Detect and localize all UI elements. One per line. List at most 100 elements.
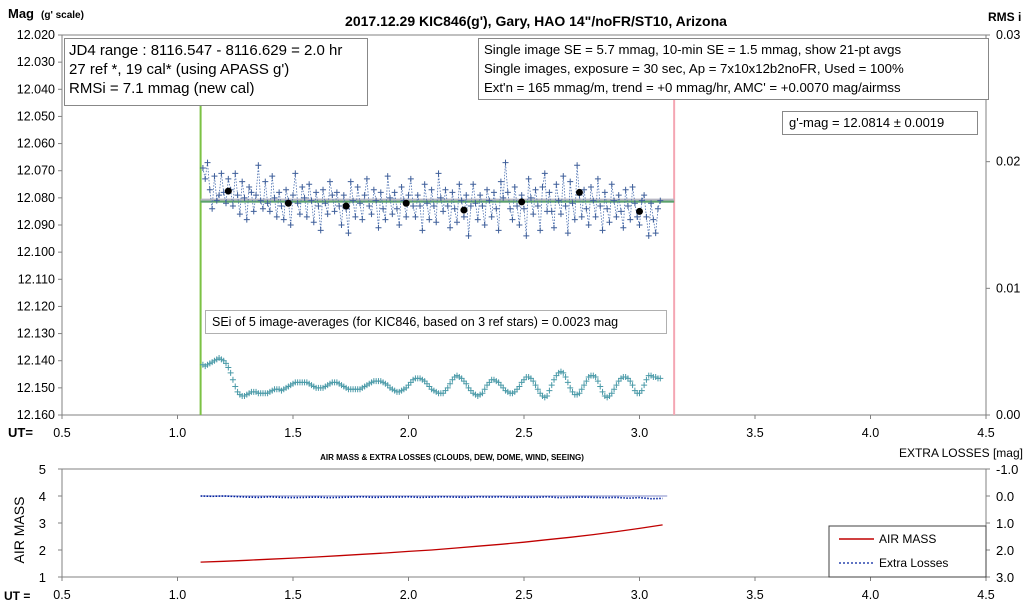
bottom-x-tick-label: 1.5 [284,588,301,602]
y-tick-label: 12.060 [17,137,55,151]
average-point [518,198,526,206]
air-mass-line [200,524,663,563]
rms-point [581,382,588,389]
single-image-point [440,208,447,215]
bottom-y2-tick-label: 2.0 [996,543,1014,558]
rms-point [613,382,620,389]
single-image-point [405,192,412,199]
rms-point [227,369,234,376]
single-image-point [366,203,373,209]
single-image-point [313,189,320,196]
rms-point [560,369,567,376]
average-point [402,199,410,207]
single-image-point [202,175,209,182]
x-tick-label: 2.0 [400,426,417,440]
rms-point [638,387,645,394]
rms-point [657,375,664,382]
single-image-point [380,205,387,212]
single-image-point [581,186,588,193]
single-image-point [213,197,220,204]
single-image-point [622,186,629,193]
single-image-point [336,203,343,209]
single-image-point [555,197,562,204]
legend: AIR MASS Extra Losses [828,525,987,578]
single-image-point [539,184,546,190]
single-image-point [551,224,558,231]
y2-axis-title: RMS i [988,10,1021,24]
single-image-point [643,213,650,220]
y-tick-label: 12.090 [17,218,55,232]
bottom-x-tick-label: 1.0 [169,588,186,602]
mag-textbox: g'-mag = 12.0814 ± 0.0019 [782,111,978,135]
bottom-x-tick-label: 4.0 [862,588,879,602]
x-tick-label: 1.0 [169,426,186,440]
single-image-point [521,205,527,212]
single-image-point [546,189,553,196]
single-image-point [225,175,232,182]
single-image-point [387,194,394,201]
single-image-point [199,165,206,171]
single-image-point [259,205,266,212]
single-image-point [560,173,567,180]
single-image-point [204,159,211,166]
rms-point [548,382,555,389]
single-image-point [606,219,613,226]
single-image-point [537,227,544,234]
bottom-x-tick-label: 4.5 [977,588,994,602]
single-image-point [273,213,280,220]
single-image-point [243,216,250,223]
single-image-point [652,230,659,237]
rms-point [611,386,618,393]
single-image-point [373,197,380,204]
single-image-point [229,203,236,209]
single-image-point [495,227,502,234]
rms-point [546,387,553,394]
single-image-point [303,213,310,220]
rms-point [516,383,523,390]
single-image-point [557,211,564,218]
single-image-point [613,213,620,220]
rms-point [567,384,574,391]
rms-point [232,383,239,390]
single-image-point [359,216,366,223]
chart-title: 2017.12.29 KIC846(g'), Gary, HAO 14"/noF… [345,13,727,29]
rms-point [479,390,486,397]
single-image-point [587,184,594,190]
y-tick-label: 12.070 [17,164,55,178]
single-image-point [629,184,636,190]
bottom-x-tick-label: 2.0 [400,588,417,602]
y-axis-subtitle: (g' scale) [41,10,84,21]
rms-point [608,390,615,397]
single-image-point [329,192,336,199]
single-image-point [611,197,618,204]
rms-point [583,378,590,385]
rms-point [599,388,606,395]
single-image-point [657,197,664,204]
bottom-y-tick-label: 4 [39,489,46,504]
bottom-y2-tick-label: 0.0 [996,489,1014,504]
single-image-point [296,211,303,218]
single-image-point [423,200,430,207]
single-image-point [504,189,511,196]
single-image-point [451,205,458,212]
single-image-point [421,181,428,188]
single-image-point [363,175,370,182]
single-image-point [218,170,225,177]
single-image-point [631,200,638,207]
rms-point [627,378,634,385]
single-image-point [534,203,541,209]
x-tick-label: 3.0 [631,426,648,440]
bottom-y2-axis-title: EXTRA LOSSES [mag] [899,446,1023,460]
single-image-point [470,181,477,188]
single-image-point [294,200,301,207]
single-image-point [278,203,285,209]
single-image-point [326,178,333,185]
single-image-point [324,211,331,218]
single-image-point [624,203,631,209]
single-image-point [465,232,472,239]
x-axis-title: UT= [8,425,33,440]
rms-point [576,390,583,397]
y-axis-title: Mag [8,6,34,21]
single-image-point [648,200,655,207]
